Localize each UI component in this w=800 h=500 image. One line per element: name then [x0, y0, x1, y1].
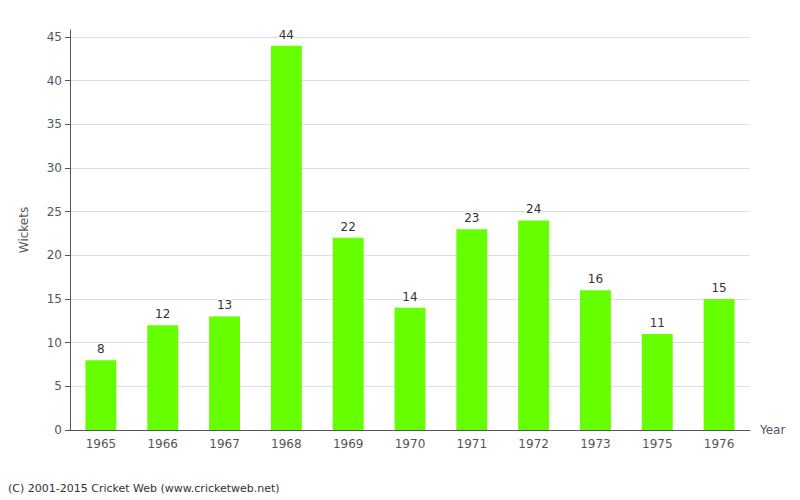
svg-text:1970: 1970 [395, 437, 426, 451]
svg-text:(C) 2001-2015 Cricket Web (www: (C) 2001-2015 Cricket Web (www.cricketwe… [8, 482, 280, 495]
svg-text:40: 40 [47, 74, 62, 88]
svg-text:20: 20 [47, 248, 62, 262]
svg-text:45: 45 [47, 30, 62, 44]
svg-text:14: 14 [402, 290, 417, 304]
svg-text:5: 5 [54, 379, 62, 393]
svg-text:1973: 1973 [580, 437, 611, 451]
svg-text:1975: 1975 [642, 437, 673, 451]
svg-text:1968: 1968 [271, 437, 302, 451]
svg-text:1971: 1971 [457, 437, 488, 451]
svg-text:1966: 1966 [147, 437, 178, 451]
svg-text:23: 23 [464, 211, 479, 225]
svg-text:1972: 1972 [518, 437, 549, 451]
svg-text:13: 13 [217, 298, 232, 312]
svg-text:11: 11 [650, 316, 665, 330]
svg-text:Year: Year [759, 423, 785, 437]
svg-text:22: 22 [341, 220, 356, 234]
svg-text:24: 24 [526, 202, 541, 216]
svg-text:30: 30 [47, 161, 62, 175]
svg-text:25: 25 [47, 205, 62, 219]
svg-text:0: 0 [54, 423, 62, 437]
svg-text:16: 16 [588, 272, 603, 286]
svg-text:12: 12 [155, 307, 170, 321]
svg-text:15: 15 [47, 292, 62, 306]
svg-text:Wickets: Wickets [17, 207, 31, 253]
svg-text:8: 8 [97, 342, 105, 356]
svg-text:15: 15 [711, 281, 726, 295]
svg-text:1965: 1965 [86, 437, 117, 451]
svg-text:35: 35 [47, 117, 62, 131]
svg-text:10: 10 [47, 336, 62, 350]
svg-text:1969: 1969 [333, 437, 364, 451]
svg-text:44: 44 [279, 28, 294, 42]
svg-text:1976: 1976 [704, 437, 735, 451]
svg-text:1967: 1967 [209, 437, 240, 451]
